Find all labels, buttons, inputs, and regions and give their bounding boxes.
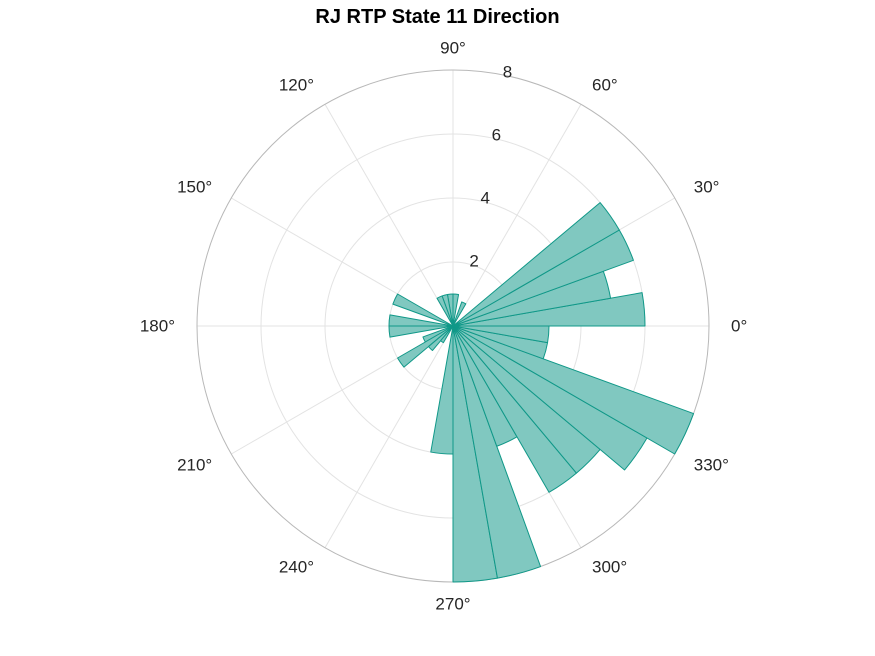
tick-labels: 0° 30° 60° 90° 120° 150° 180° 210° 240° 270° 300° 3…: [140, 39, 747, 614]
theta-tick-label: 30°: [694, 178, 720, 197]
histogram-bar: [388, 325, 454, 338]
histogram-bar: [452, 325, 542, 579]
histogram-bar: [452, 325, 695, 455]
histogram-bar: [436, 295, 454, 327]
theta-tick-label: 150°: [177, 178, 212, 197]
histogram-bar: [452, 325, 550, 344]
theta-tick-label: 60°: [592, 76, 618, 95]
histogram-bar: [452, 202, 620, 327]
theta-tick-label: 0°: [731, 317, 747, 336]
theta-tick-label: 210°: [177, 456, 212, 475]
theta-tick-label: 180°: [140, 317, 175, 336]
r-tick-label: 4: [480, 188, 489, 207]
chart-title: RJ RTP State 11 Direction: [315, 6, 560, 28]
r-tick-label: 2: [469, 251, 478, 270]
histogram-bar: [452, 301, 467, 327]
theta-tick-label: 330°: [694, 456, 729, 475]
theta-tick-label: 270°: [435, 595, 470, 614]
histogram-bar: [427, 325, 454, 352]
r-tick-label: 6: [492, 125, 501, 144]
histogram-bars: [388, 202, 695, 583]
theta-tick-label: 300°: [592, 557, 627, 576]
theta-tick-label: 120°: [279, 76, 314, 95]
theta-tick-label: 240°: [279, 557, 314, 576]
theta-tick-label: 90°: [440, 39, 466, 58]
r-tick-label: 8: [503, 62, 512, 81]
histogram-bar: [392, 293, 454, 327]
histogram-bar: [440, 325, 454, 344]
histogram-bar: [397, 325, 454, 368]
